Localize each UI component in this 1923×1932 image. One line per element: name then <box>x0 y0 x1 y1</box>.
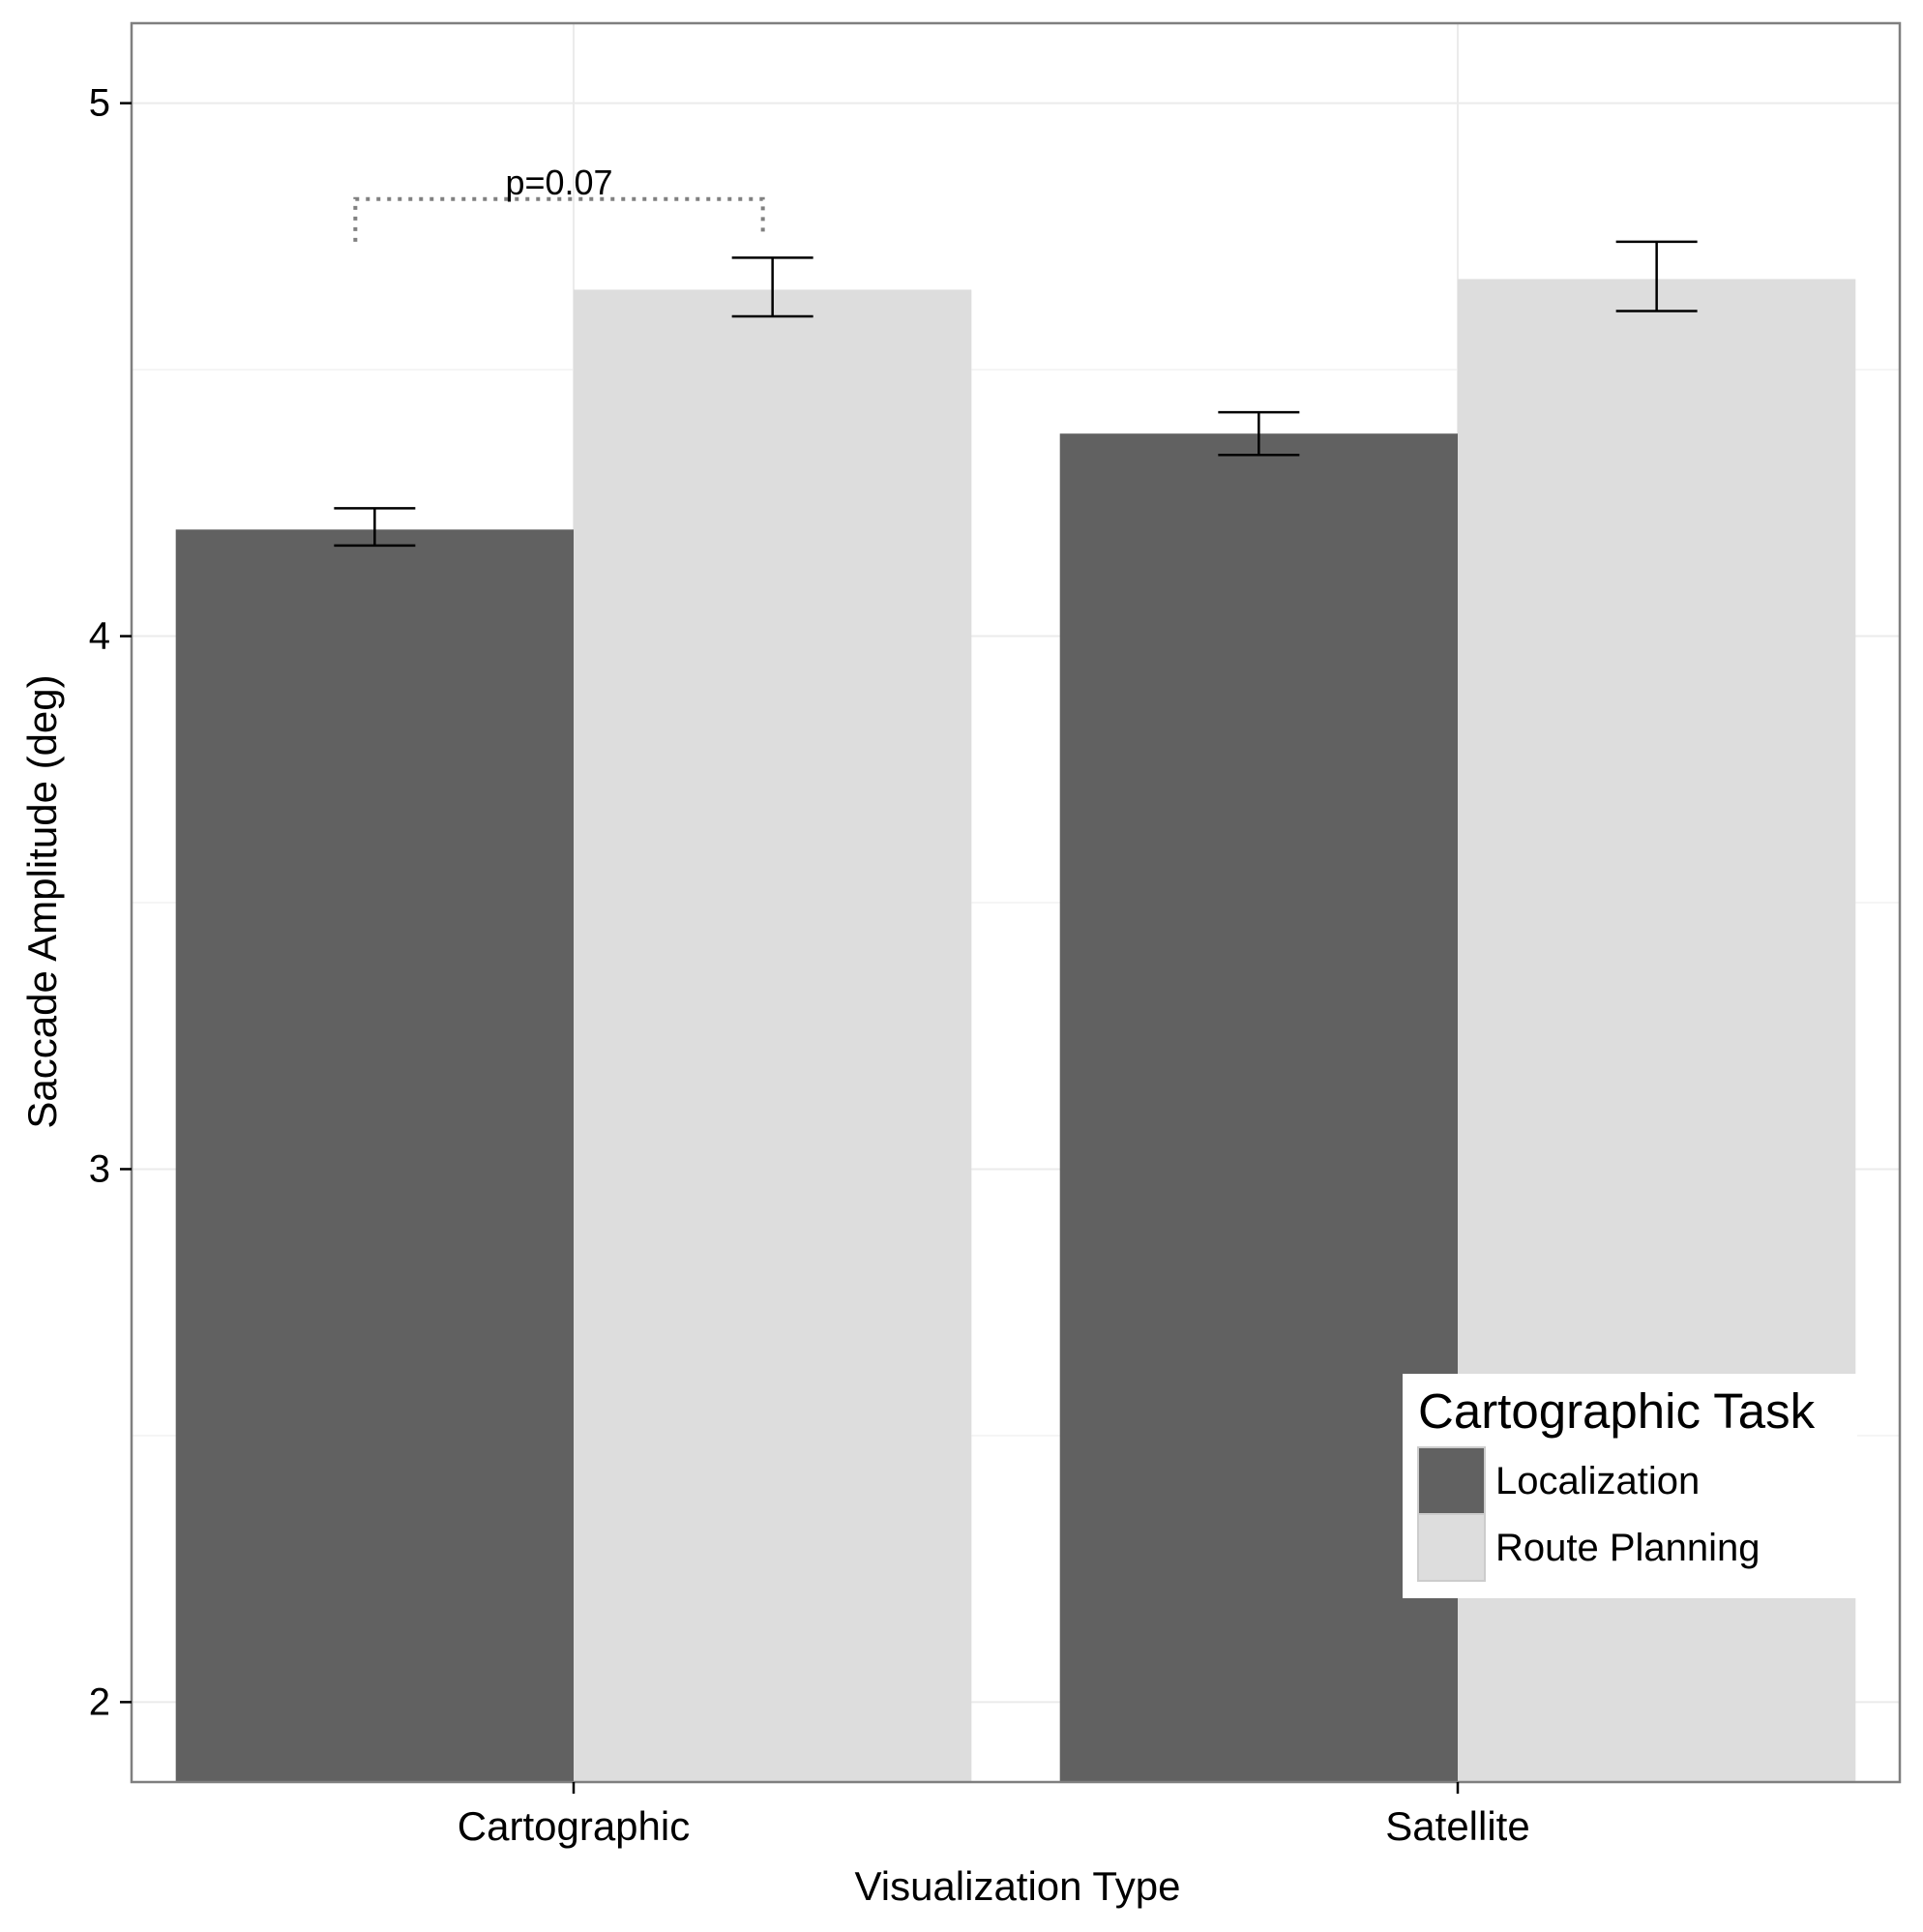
y-tick-label: 2 <box>89 1680 110 1723</box>
x-tick-label: Cartographic <box>458 1803 690 1849</box>
bar <box>1059 433 1458 1783</box>
legend-items: Localization Route Planning <box>1417 1446 1760 1582</box>
legend-label: Route Planning <box>1495 1527 1760 1569</box>
x-tick-label: Satellite <box>1385 1803 1529 1849</box>
significance-label: p=0.07 <box>505 163 612 202</box>
y-tick-label: 3 <box>89 1147 110 1190</box>
bar <box>574 289 972 1782</box>
significance-annotation: p=0.07 <box>353 163 765 242</box>
y-axis-title: Saccade Amplitude (deg) <box>19 674 65 1128</box>
legend-swatch <box>1417 1513 1486 1582</box>
x-axis: Cartographic Satellite <box>458 1782 1530 1849</box>
bar <box>175 529 574 1782</box>
legend-label: Localization <box>1495 1460 1700 1502</box>
legend-item: Localization <box>1417 1446 1700 1515</box>
error-bar <box>1615 240 1698 312</box>
error-bar <box>1218 410 1300 457</box>
y-tick-label: 4 <box>89 615 110 658</box>
legend-item: Route Planning <box>1417 1513 1760 1582</box>
error-bar <box>731 256 814 318</box>
plot-panel-border <box>130 21 1902 1784</box>
legend-swatch <box>1417 1446 1486 1515</box>
error-bars <box>334 240 1698 548</box>
significance-bracket <box>353 196 765 242</box>
y-axis: 2 3 4 5 <box>89 82 132 1723</box>
y-tick-label: 5 <box>89 82 110 125</box>
x-axis-title: Visualization Type <box>854 1863 1180 1909</box>
error-bar <box>334 507 416 548</box>
bars <box>175 279 1856 1783</box>
legend: Cartographic Task Localization Route Plan… <box>1403 1374 1857 1598</box>
legend-title: Cartographic Task <box>1418 1383 1816 1439</box>
